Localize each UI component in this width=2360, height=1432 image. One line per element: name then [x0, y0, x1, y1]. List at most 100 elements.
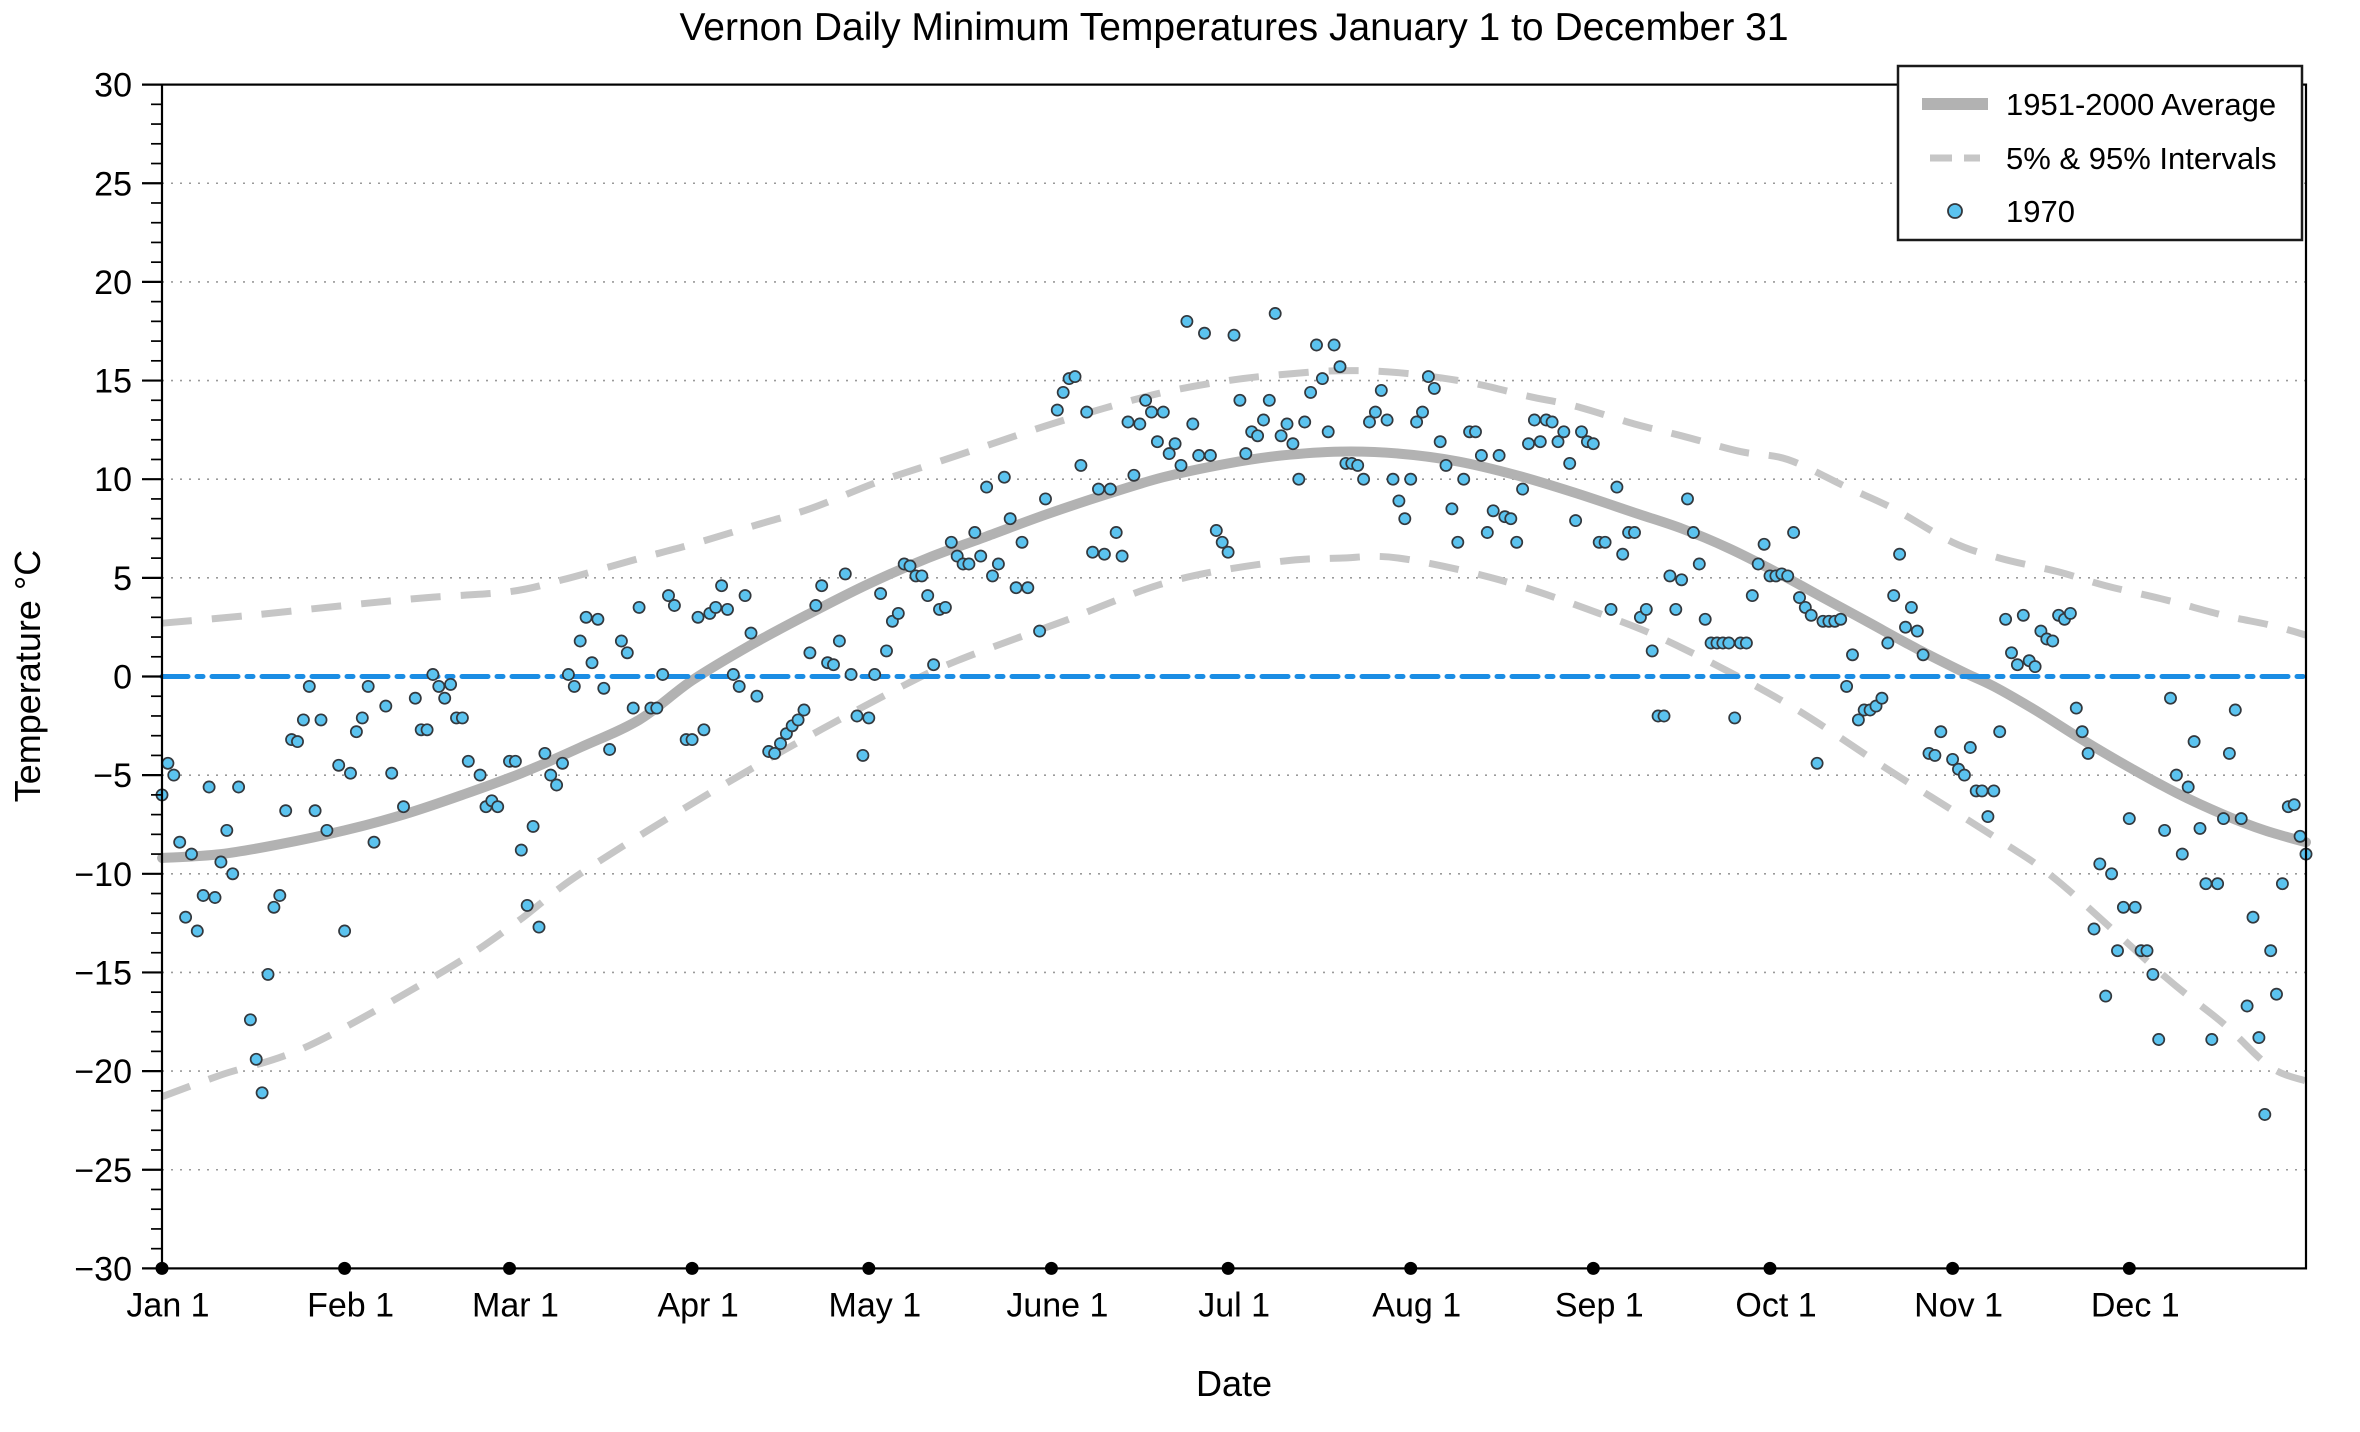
scatter-point	[308, 804, 322, 818]
y-tick-label: 15	[94, 363, 132, 401]
scatter-point	[1121, 415, 1135, 429]
scatter-point	[1899, 620, 1912, 634]
y-tick-label: 20	[94, 264, 132, 302]
scatter-point	[1469, 425, 1482, 439]
scatter-point	[273, 889, 287, 902]
scatter-point	[296, 713, 310, 727]
scatter-point	[1810, 756, 1824, 770]
scatter-point	[986, 569, 999, 583]
scatter-point	[1262, 393, 1276, 407]
scatter-point	[2028, 660, 2042, 674]
scatter-point	[2046, 634, 2060, 648]
scatter-point	[349, 725, 363, 739]
scatter-point	[991, 557, 1005, 571]
scatter-point	[1168, 437, 1182, 451]
scatter-point	[1357, 472, 1371, 486]
axes-layer	[142, 83, 2308, 1275]
scatter-point	[190, 924, 204, 938]
scatter-point	[567, 679, 581, 693]
scatter-point	[838, 567, 852, 581]
x-axis-label: Date	[1196, 1363, 1272, 1404]
scatter-point	[726, 668, 740, 681]
scatter-point	[1233, 393, 1247, 407]
scatter-point	[1569, 514, 1583, 528]
scatter-point	[1610, 480, 1624, 494]
scatter-point	[614, 634, 628, 648]
month-dot-marker	[503, 1261, 517, 1275]
scatter-point	[732, 679, 746, 693]
scatter-point	[355, 711, 369, 725]
scatter-point	[626, 701, 640, 715]
y-tick-label: 0	[113, 659, 132, 697]
scatter-point	[1351, 458, 1365, 472]
scatter-point	[980, 480, 994, 494]
scatter-point	[573, 634, 587, 648]
scatter-point	[2252, 1031, 2266, 1045]
scatter-point	[1209, 524, 1223, 537]
scatter-point	[2234, 812, 2248, 826]
scatter-point	[261, 967, 275, 981]
scatter-point	[1804, 608, 1818, 622]
scatter-point	[2016, 608, 2030, 622]
scatter-point	[196, 889, 210, 902]
scatter-point	[1946, 752, 1960, 766]
scatter-point	[2081, 746, 2095, 760]
scatter-point	[550, 778, 564, 792]
scatter-point	[944, 535, 958, 549]
scatter-point	[1021, 581, 1035, 595]
scatter-point	[167, 768, 181, 782]
scatter-point	[1033, 624, 1047, 638]
scatter-point	[1522, 437, 1535, 451]
scatter-point	[1109, 526, 1123, 539]
x-tick-label: Jul 1	[1198, 1286, 1270, 1324]
scatter-point	[1457, 472, 1471, 486]
scatter-point	[279, 804, 293, 818]
x-tick-label: Feb 1	[307, 1286, 394, 1324]
x-tick-label: May 1	[829, 1286, 922, 1324]
scatter-point	[650, 701, 664, 715]
scatter-point	[809, 599, 823, 612]
scatter-point	[2087, 922, 2101, 936]
scatter-point	[880, 644, 893, 658]
x-tick-label: Apr 1	[657, 1286, 738, 1324]
scatter-point	[1150, 435, 1164, 449]
month-dot-marker	[2122, 1261, 2136, 1275]
scatter-point	[1686, 526, 1700, 539]
scatter-point	[1645, 644, 1659, 658]
scatter-point	[1628, 526, 1641, 539]
scatter-point	[1893, 547, 1907, 561]
scatter-point	[455, 711, 469, 725]
scatter-point	[856, 748, 870, 762]
scatter-point	[1103, 482, 1117, 496]
scatter-point	[827, 658, 840, 672]
scatter-point	[874, 587, 888, 601]
scatter-point	[267, 900, 281, 914]
scatter-point	[1557, 425, 1571, 439]
scatter-point	[1486, 504, 1500, 518]
y-tick-label: −20	[74, 1053, 132, 1091]
scatter-point	[1504, 512, 1518, 526]
scatter-point	[1657, 709, 1671, 723]
scatter-point	[1881, 636, 1895, 650]
month-dot-marker	[338, 1261, 352, 1275]
scatter-point	[1445, 502, 1459, 516]
scatter-point	[862, 711, 876, 725]
scatter-point	[173, 835, 187, 849]
x-tick-label: Sep 1	[1555, 1286, 1644, 1324]
scatter-point	[1875, 691, 1889, 705]
scatter-point	[1398, 512, 1412, 526]
scatter-point	[715, 579, 729, 593]
scatter-point	[508, 754, 522, 768]
scatter-point	[1368, 405, 1382, 419]
scatter-point	[2099, 989, 2113, 1003]
scatter-point	[968, 526, 982, 539]
scatter-point	[891, 606, 905, 620]
scatter-point	[1251, 429, 1265, 443]
scatter-point	[1203, 449, 1217, 462]
scatter-point	[1227, 328, 1241, 342]
scatter-point	[232, 780, 246, 794]
scatter-point	[1074, 458, 1088, 472]
scatter-point	[1298, 415, 1312, 429]
